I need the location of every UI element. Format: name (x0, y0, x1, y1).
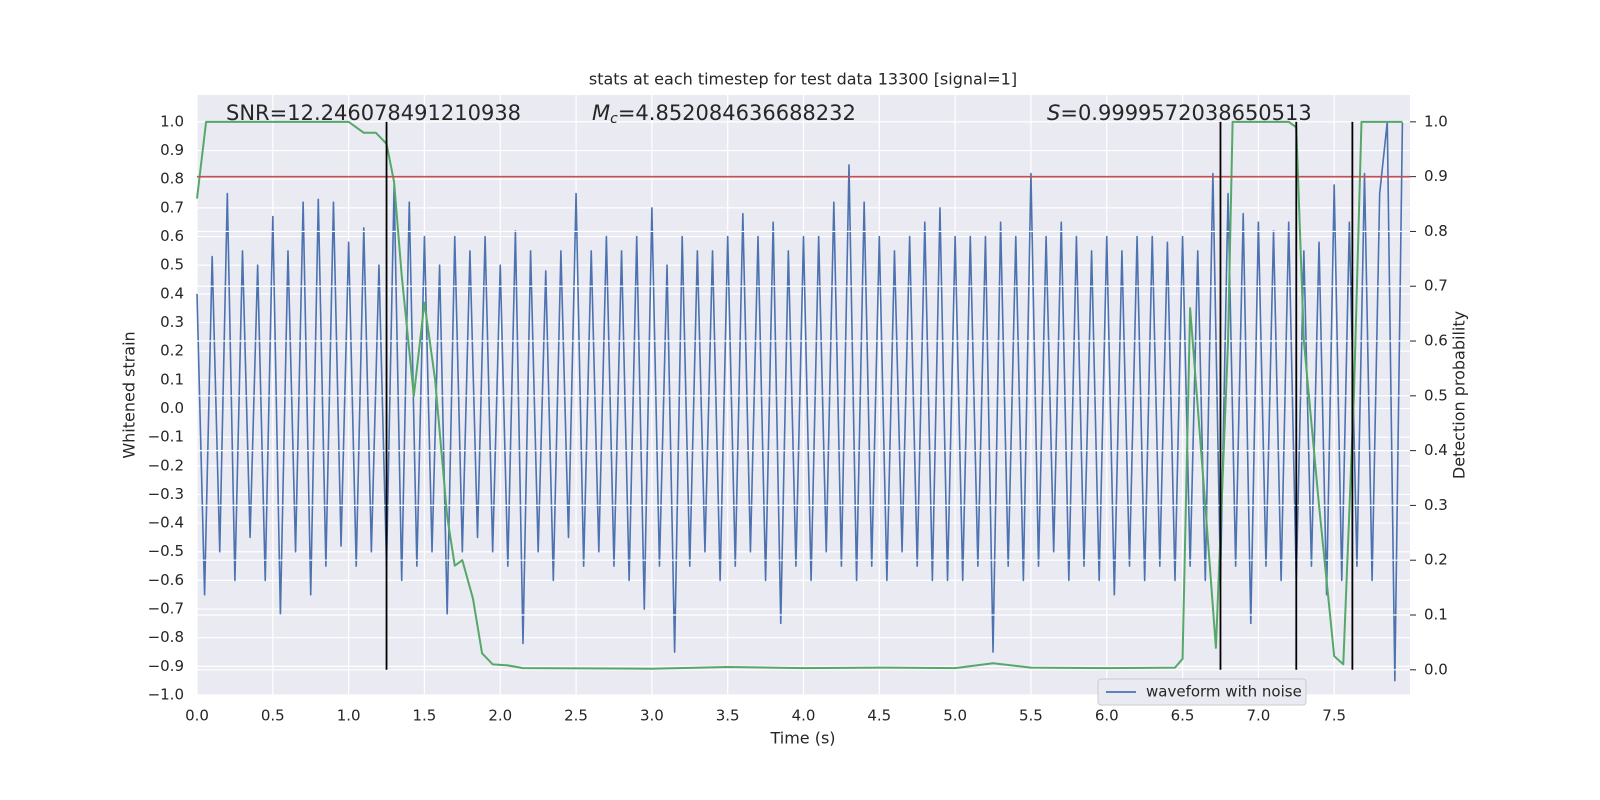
x-tick-label: 3.0 (640, 707, 664, 725)
x-tick-label: 0.5 (261, 707, 285, 725)
y-tick-label: −1.0 (148, 686, 184, 704)
y-tick-label: 0.9 (160, 141, 184, 159)
y-tick-label: 0.7 (160, 198, 184, 216)
y-tick-label: 0.4 (160, 284, 184, 302)
y-tick-label: −0.9 (148, 657, 184, 675)
y-tick-label: 0.5 (160, 256, 184, 274)
x-tick-label: 7.0 (1246, 707, 1270, 725)
y-tick-label: 0.6 (160, 227, 184, 245)
y-tick-label: −0.1 (148, 428, 184, 446)
x-tick-label: 1.5 (413, 707, 437, 725)
y2-tick-label: 0.8 (1424, 222, 1448, 240)
y-tick-label: 0.0 (160, 399, 184, 417)
s-symbol: S (1047, 101, 1060, 125)
annotation-mc: Mc=4.852084636688232 (592, 101, 856, 127)
legend-label: waveform with noise (1146, 683, 1302, 701)
mc-symbol: M (592, 101, 610, 125)
y2-tick-label: 0.1 (1424, 606, 1448, 624)
y2-axis-label: Detection probability (1450, 311, 1469, 479)
x-tick-label: 5.5 (1019, 707, 1043, 725)
y2-tick-label: 0.0 (1424, 660, 1448, 678)
x-tick-label: 2.0 (488, 707, 512, 725)
x-tick-label: 5.0 (943, 707, 967, 725)
y-tick-label: 0.2 (160, 342, 184, 360)
x-axis-label: Time (s) (769, 729, 835, 748)
chart-title: stats at each timestep for test data 133… (589, 70, 1017, 89)
x-tick-label: 4.0 (792, 707, 816, 725)
legend-box (1097, 678, 1307, 706)
y-tick-label: −0.7 (148, 600, 184, 618)
y2-tick-label: 0.9 (1424, 167, 1448, 185)
y-tick-label: 0.8 (160, 170, 184, 188)
y2-tick-label: 0.5 (1424, 386, 1448, 404)
x-tick-label: 6.0 (1095, 707, 1119, 725)
y2-tick-label: 0.3 (1424, 496, 1448, 514)
s-value: =0.9999572038650513 (1060, 101, 1311, 125)
x-tick-label: 3.5 (716, 707, 740, 725)
y-tick-label: 0.3 (160, 313, 184, 331)
y-tick-label: −0.2 (148, 456, 184, 474)
x-tick-label: 0.0 (185, 707, 209, 725)
y2-tick-label: 0.4 (1424, 441, 1448, 459)
x-tick-label: 1.0 (337, 707, 361, 725)
y-tick-label: −0.5 (148, 542, 184, 560)
annotation-snr: SNR=12.246078491210938 (226, 101, 521, 125)
x-tick-label: 4.5 (867, 707, 891, 725)
y2-tick-label: 0.6 (1424, 332, 1448, 350)
y-axis-label: Whitened strain (120, 331, 139, 458)
y-tick-label: 1.0 (160, 112, 184, 130)
y-tick-label: −0.4 (148, 514, 184, 532)
y2-tick-label: 0.7 (1424, 277, 1448, 295)
mc-subscript: c (610, 111, 618, 127)
mc-value: =4.852084636688232 (618, 101, 856, 125)
annotation-s: S=0.9999572038650513 (1047, 101, 1312, 125)
legend: waveform with noise (1097, 678, 1307, 706)
y-tick-label: −0.3 (148, 485, 184, 503)
x-tick-label: 2.5 (564, 707, 588, 725)
y-tick-label: −0.6 (148, 571, 184, 589)
y2-tick-label: 1.0 (1424, 112, 1448, 130)
series-line (196, 121, 1404, 682)
y-tick-label: 0.1 (160, 370, 184, 388)
x-tick-label: 7.5 (1322, 707, 1346, 725)
y2-tick-label: 0.2 (1424, 551, 1448, 569)
y-tick-label: −0.8 (148, 628, 184, 646)
x-tick-label: 6.5 (1171, 707, 1195, 725)
